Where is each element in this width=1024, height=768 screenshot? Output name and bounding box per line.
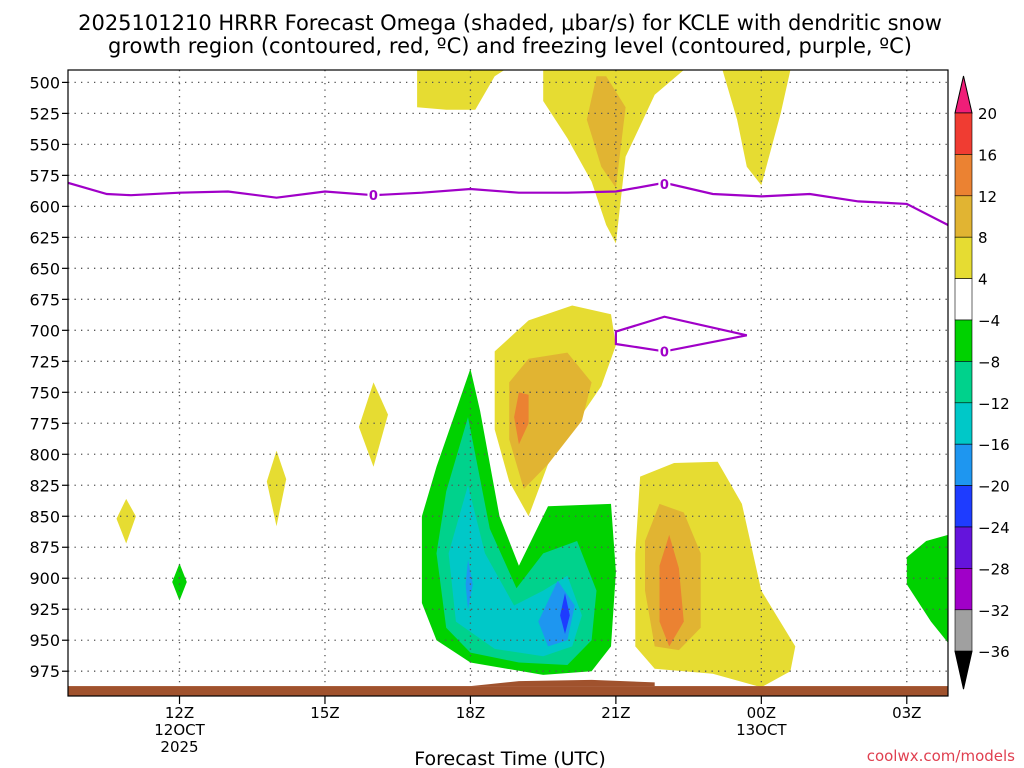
x-tick-label-27-line0: 03Z bbox=[892, 704, 921, 722]
freezing-label-bg-2 bbox=[658, 343, 671, 359]
y-tick-label-550: 550 bbox=[29, 135, 60, 154]
omega-region-2-value-8 bbox=[586, 76, 626, 188]
x-tick-label-12-line0: 12Z bbox=[165, 704, 194, 722]
y-axis-ticks: 500 525 550 575 600 625 650 675 700 725 750 775 800 8… bbox=[29, 73, 68, 681]
y-tick-label-675: 675 bbox=[29, 290, 60, 309]
omega-region-19-value-12 bbox=[659, 534, 684, 647]
colorbar-label-6: −8 bbox=[978, 353, 1000, 371]
colorbar-segment-6 bbox=[954, 319, 973, 362]
colorbar-segment-11 bbox=[954, 526, 973, 569]
x-tick-label-15-line0: 15Z bbox=[310, 704, 339, 722]
colorbar-label-2: 12 bbox=[978, 188, 997, 206]
y-tick-label-925: 925 bbox=[29, 600, 60, 619]
colorbar-label-0: 20 bbox=[978, 105, 997, 123]
y-tick-label-525: 525 bbox=[29, 104, 60, 123]
colorbar-label-3: 8 bbox=[978, 229, 988, 247]
colorbar-label-11: −28 bbox=[978, 560, 1010, 578]
colorbar-label-10: −24 bbox=[978, 519, 1010, 537]
omega-region-16-value--20 bbox=[560, 593, 570, 634]
x-tick-label-12-line2: 2025 bbox=[160, 738, 198, 756]
y-tick-label-500: 500 bbox=[29, 73, 60, 92]
colorbar-label-7: −12 bbox=[978, 395, 1010, 413]
omega-region-10-value--4 bbox=[172, 563, 187, 601]
colorbar-label-13: −36 bbox=[978, 643, 1010, 661]
colorbar-segment-3 bbox=[954, 195, 973, 238]
y-tick-label-800: 800 bbox=[29, 445, 60, 464]
colorbar-bottom-arrow bbox=[954, 650, 973, 690]
freezing-level-label-1: 0 bbox=[660, 178, 669, 193]
colorbar-label-5: −4 bbox=[978, 312, 1000, 330]
y-tick-label-775: 775 bbox=[29, 414, 60, 433]
y-tick-label-700: 700 bbox=[29, 321, 60, 340]
y-tick-label-825: 825 bbox=[29, 476, 60, 495]
chart-title-line1: 2025101210 HRRR Forecast Omega (shaded, … bbox=[78, 11, 942, 35]
colorbar-segment-10 bbox=[954, 485, 973, 528]
colorbar-segment-9 bbox=[954, 443, 973, 486]
y-tick-label-725: 725 bbox=[29, 352, 60, 371]
colorbar-segment-1 bbox=[954, 112, 973, 155]
x-tick-label-24-line0: 00Z bbox=[747, 704, 776, 722]
freezing-level-label-0: 0 bbox=[369, 189, 378, 204]
ground-band bbox=[68, 686, 948, 696]
omega-region-0-value-4 bbox=[417, 70, 505, 110]
x-tick-label-18-line0: 18Z bbox=[456, 704, 485, 722]
colorbar-segment-2 bbox=[954, 154, 973, 197]
y-tick-label-850: 850 bbox=[29, 507, 60, 526]
y-tick-label-950: 950 bbox=[29, 631, 60, 650]
colorbar-label-8: −16 bbox=[978, 436, 1010, 454]
colorbar-segment-8 bbox=[954, 402, 973, 445]
x-tick-label-21-line0: 21Z bbox=[601, 704, 630, 722]
omega-region-8-value-4 bbox=[266, 450, 287, 527]
colorbar-segment-13 bbox=[954, 609, 973, 652]
omega-region-14-value--16 bbox=[465, 559, 473, 610]
x-axis-label: Forecast Time (UTC) bbox=[414, 748, 605, 768]
x-tick-label-12-line1: 12OCT bbox=[154, 721, 205, 739]
y-tick-label-625: 625 bbox=[29, 228, 60, 247]
chart-title-line2: growth region (contoured, red, ºC) and f… bbox=[108, 34, 912, 58]
y-tick-label-750: 750 bbox=[29, 383, 60, 402]
freezing-level-contours: 0 0 0 bbox=[68, 176, 948, 360]
y-tick-label-650: 650 bbox=[29, 259, 60, 278]
credit-text: coolwx.com/models bbox=[867, 747, 1015, 765]
colorbar: 20 16 12 8 4 −4 −8 −12 −16 −20 −24 −28 −32 −36 bbox=[954, 75, 1010, 690]
freezing-level-label-2: 0 bbox=[660, 345, 669, 360]
omega-region-7-value-4 bbox=[358, 382, 388, 467]
omega-region-6-value-12 bbox=[514, 392, 529, 445]
colorbar-segment-5 bbox=[954, 278, 973, 321]
omega-region-9-value-4 bbox=[116, 498, 136, 544]
y-tick-label-575: 575 bbox=[29, 166, 60, 185]
omega-region-3-value-4 bbox=[722, 70, 791, 186]
y-tick-label-875: 875 bbox=[29, 538, 60, 557]
freezing-label-bg-1 bbox=[658, 176, 671, 192]
ground-bump bbox=[470, 679, 655, 687]
omega-shaded-regions bbox=[116, 70, 948, 688]
grid-lines bbox=[68, 70, 948, 696]
colorbar-segment-12 bbox=[954, 568, 973, 611]
x-tick-label-24-line1: 13OCT bbox=[736, 721, 787, 739]
omega-region-20-value--4 bbox=[906, 534, 948, 643]
freezing-level-loop bbox=[614, 315, 748, 353]
freezing-label-bg-0 bbox=[367, 187, 380, 203]
y-tick-label-900: 900 bbox=[29, 569, 60, 588]
plot-frame bbox=[67, 69, 949, 697]
colorbar-label-9: −20 bbox=[978, 478, 1010, 496]
ground-surface bbox=[68, 679, 948, 696]
colorbar-label-4: 4 bbox=[978, 271, 988, 289]
colorbar-segment-4 bbox=[954, 236, 973, 279]
freezing-level-line bbox=[68, 181, 948, 226]
colorbar-top-arrow bbox=[954, 75, 973, 114]
colorbar-segment-7 bbox=[954, 361, 973, 404]
y-tick-label-600: 600 bbox=[29, 197, 60, 216]
colorbar-label-1: 16 bbox=[978, 146, 997, 164]
colorbar-label-12: −32 bbox=[978, 602, 1010, 620]
y-tick-label-975: 975 bbox=[29, 662, 60, 681]
